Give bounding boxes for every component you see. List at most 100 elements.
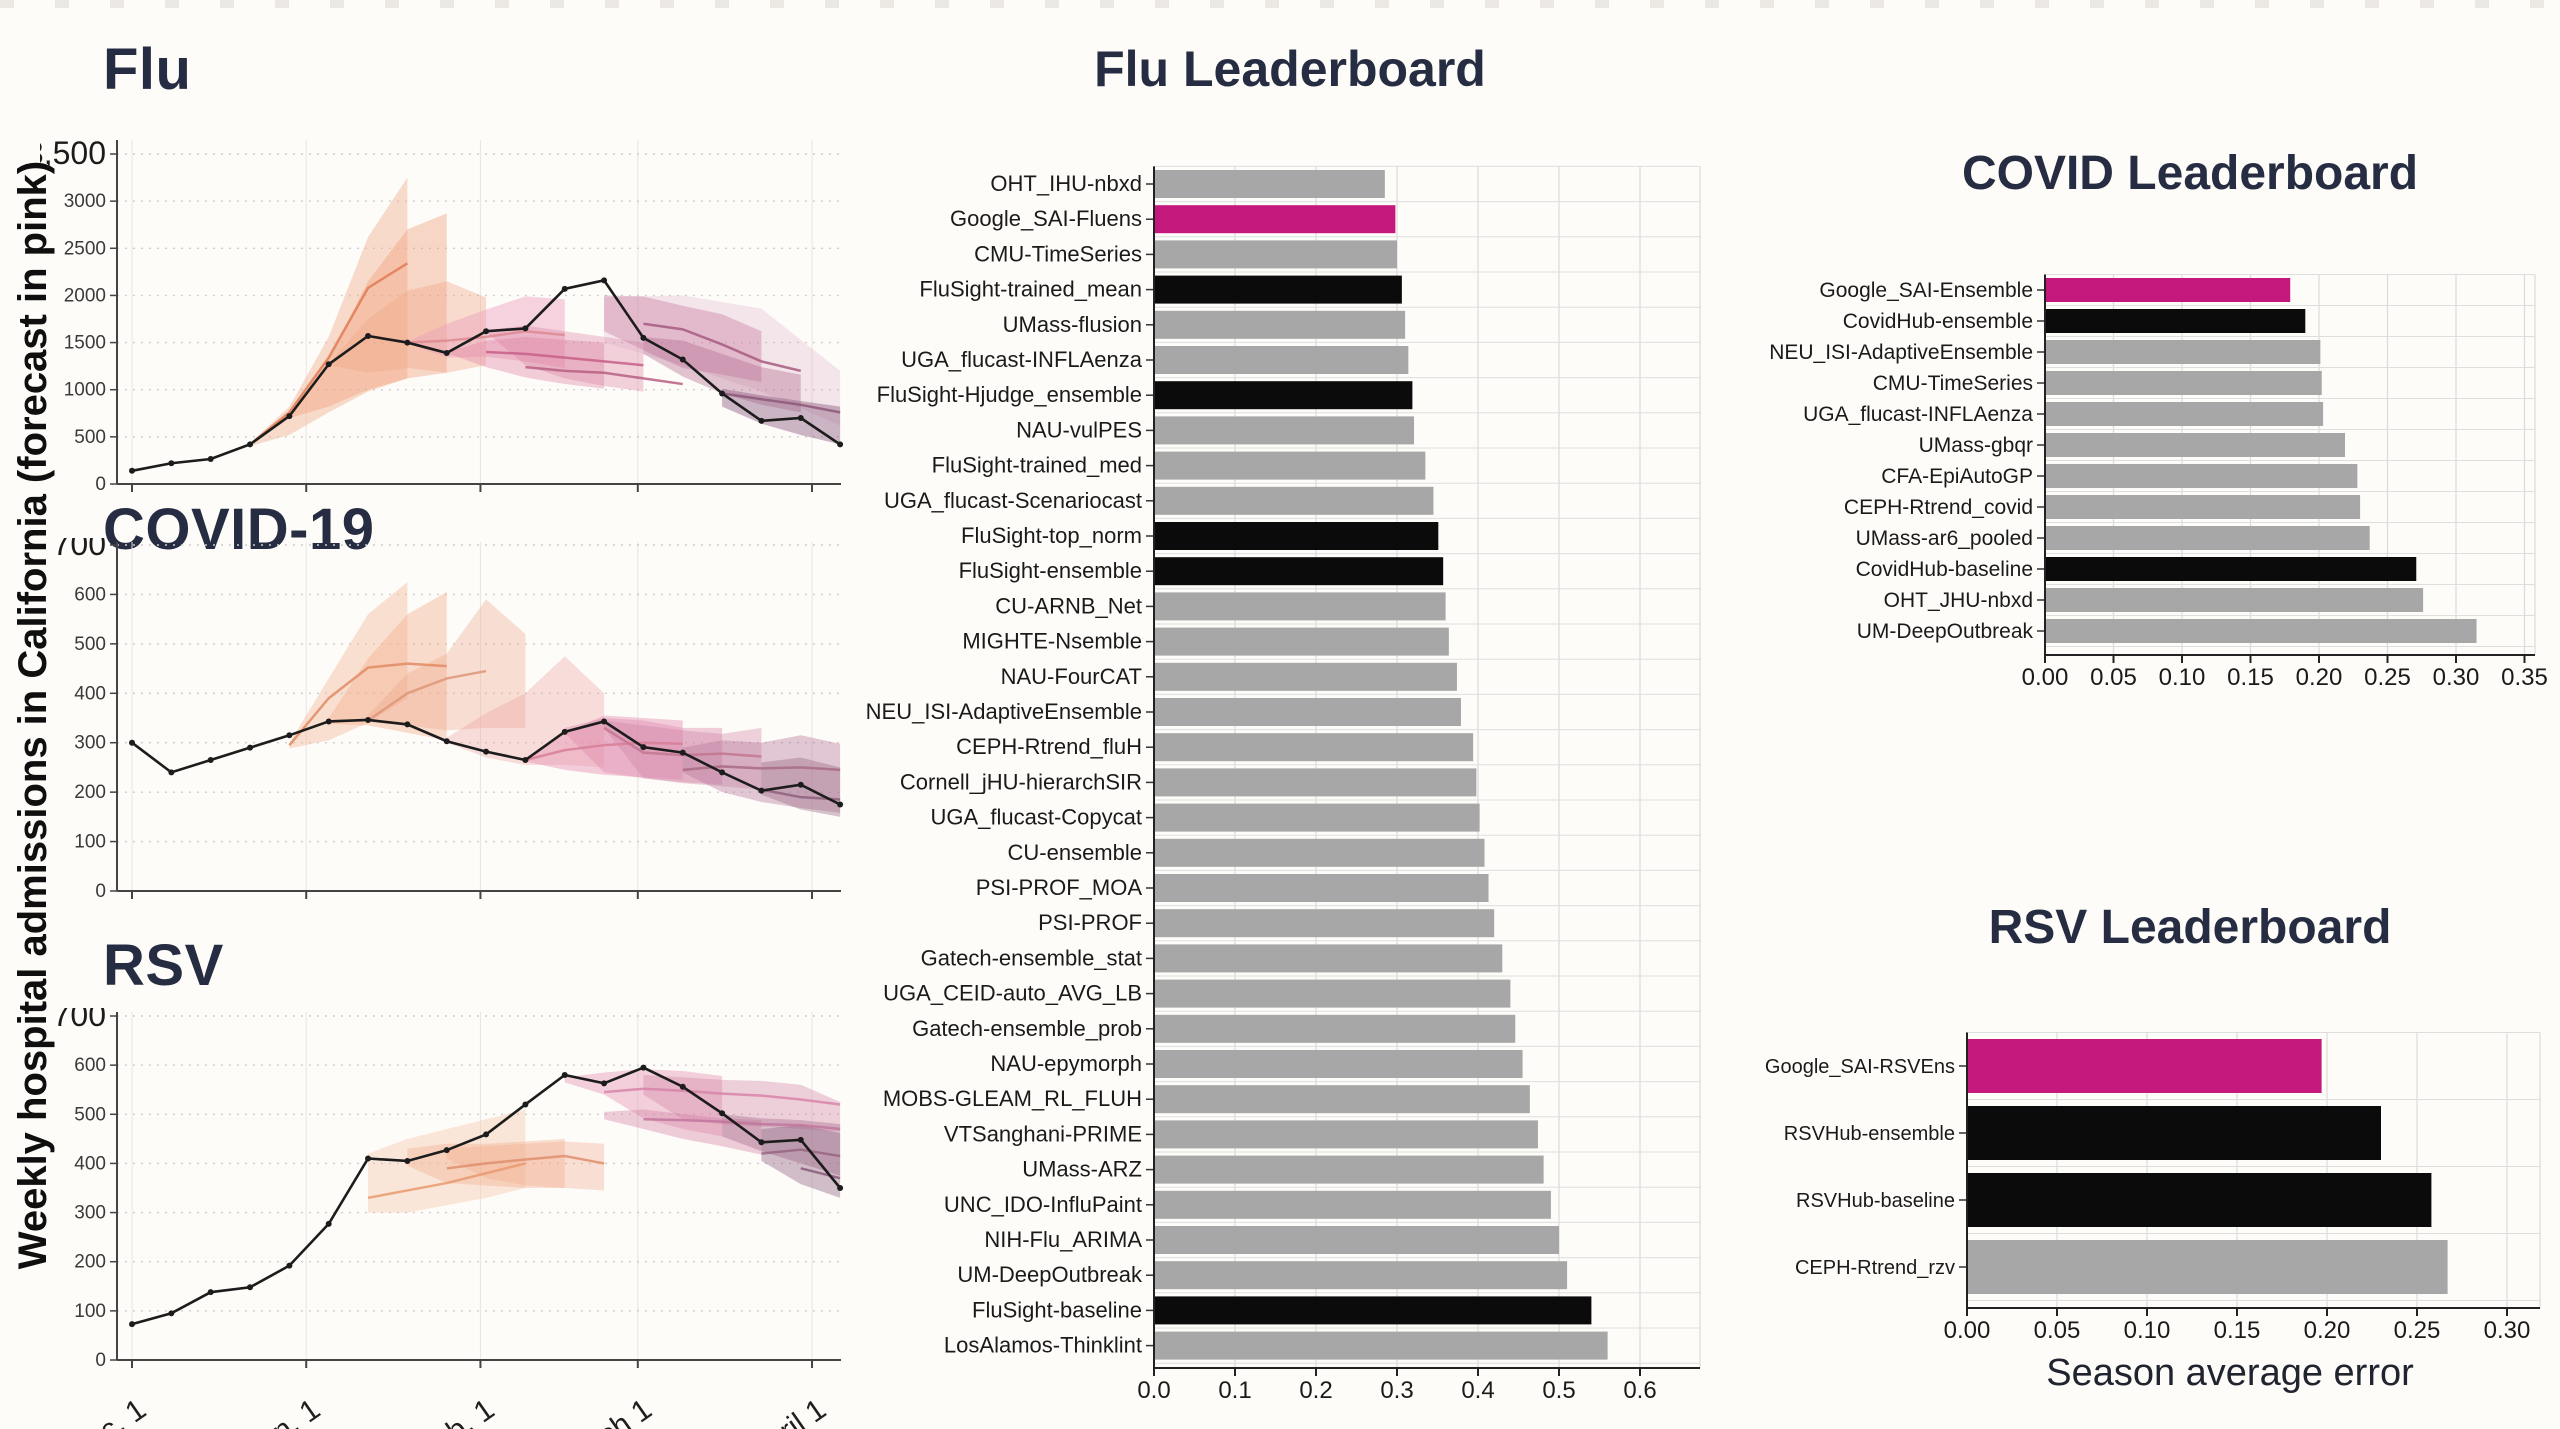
forecast-median-line — [761, 1148, 841, 1158]
y-tick-label: 500 — [74, 1104, 106, 1125]
observed-point — [325, 1220, 332, 1227]
observed-point — [365, 716, 372, 723]
model-label: UMass-flusion — [1003, 312, 1142, 337]
model-label: RSVHub-baseline — [1796, 1190, 1955, 1212]
forecast-median-line — [643, 1117, 841, 1131]
forecast-median-line — [682, 765, 841, 772]
forecast-median-line — [486, 350, 644, 367]
forecast-band — [289, 582, 408, 749]
forecast-band — [722, 388, 841, 445]
x-tick-label: 0.20 — [2296, 664, 2343, 691]
forecast-band — [250, 177, 408, 447]
model-label: CFA-EpiAutoGP — [1881, 465, 2033, 488]
forecast-median-line — [407, 329, 565, 344]
observed-point — [837, 441, 844, 448]
model-label: PSI-PROF_MOA — [976, 875, 1143, 900]
forecast-median-line — [721, 392, 841, 414]
model-label: NEU_ISI-AdaptiveEnsemble — [866, 699, 1142, 724]
rsv-timeseries-chart: 700 600 500 400 300 200 100 0 Dec. 1 Jan. 1 Feb. 1… — [53, 1008, 844, 1429]
observed-point — [129, 467, 135, 474]
forecast-median-line — [603, 1087, 841, 1106]
forecast-band — [328, 281, 487, 373]
observed-point — [207, 456, 214, 463]
observed-point — [247, 441, 254, 448]
leaderboard-bar — [1967, 1240, 2448, 1294]
x-tick-label: 0.5 — [1542, 1377, 1575, 1404]
leaderboard-bar — [1154, 275, 1402, 304]
observed-point — [404, 1157, 411, 1164]
forecast-median-line — [367, 669, 487, 722]
model-label: UMass-gbqr — [1919, 434, 2033, 457]
model-label: MOBS-GLEAM_RL_FLUH — [883, 1086, 1142, 1111]
x-tick-label: 0.25 — [2394, 1317, 2441, 1344]
leaderboard-bar — [1154, 1261, 1568, 1290]
model-label: UGA_CEID-auto_AVG_LB — [883, 981, 1142, 1006]
x-tick-label: 0.00 — [2022, 664, 2069, 691]
forecast-band — [643, 1074, 841, 1132]
x-tick-label: 0.0 — [1137, 1377, 1170, 1404]
forecast-band — [643, 336, 801, 413]
model-label: UMass-ar6_pooled — [1856, 527, 2033, 550]
leaderboard-bar — [1154, 1155, 1544, 1184]
x-tick-label: 0.15 — [2214, 1317, 2261, 1344]
leaderboard-bar — [1154, 522, 1439, 550]
y-tick-label: 600 — [74, 584, 106, 605]
observed-point — [679, 749, 686, 756]
model-label: NEU_ISI-AdaptiveEnsemble — [1769, 341, 2033, 364]
leaderboard-bar — [1154, 346, 1409, 374]
leaderboard-bar — [2045, 340, 2321, 364]
model-label: CovidHub-ensemble — [1843, 310, 2033, 333]
observed-point — [758, 787, 765, 794]
leaderboard-bar — [1154, 486, 1434, 515]
x-tick-label: March 1 — [550, 1393, 658, 1429]
model-label: CEPH-Rtrend_fluH — [956, 734, 1142, 759]
observed-point — [286, 1262, 293, 1269]
leaderboard-bar — [1154, 310, 1406, 339]
leaderboard-bar — [1967, 1173, 2432, 1227]
y-tick-label: 0 — [95, 881, 106, 902]
forecast-median-line — [525, 741, 683, 762]
x-tick-label: 0.25 — [2364, 664, 2411, 691]
leaderboard-bar — [2045, 309, 2306, 333]
observed-point — [679, 1083, 686, 1090]
model-label: FluSight-trained_med — [932, 453, 1142, 478]
y-tick-label: 0 — [95, 1350, 106, 1371]
model-label: RSVHub-ensemble — [1784, 1123, 1955, 1145]
forecast-band — [761, 1125, 841, 1198]
model-label: VTSanghani-PRIME — [944, 1121, 1142, 1146]
observed-point — [719, 1110, 726, 1117]
x-tick-label: 0.35 — [2501, 664, 2548, 691]
model-label: NAU-epymorph — [990, 1051, 1142, 1076]
model-label: UGA_flucast-Scenariocast — [884, 488, 1142, 513]
model-label: UNC_IDO-InfluPaint — [944, 1192, 1142, 1217]
observed-point — [561, 1071, 568, 1078]
observed-point — [365, 1155, 372, 1162]
leaderboard-bar — [2045, 433, 2346, 457]
x-tick-label: 0.10 — [2124, 1317, 2171, 1344]
observed-point — [797, 415, 804, 421]
x-tick-label: 0.05 — [2090, 664, 2137, 691]
observed-point — [797, 781, 804, 788]
x-tick-label: 0.3 — [1380, 1377, 1413, 1404]
y-tick-label: 500 — [74, 634, 106, 655]
leaderboard-bar — [1154, 416, 1415, 445]
model-label: CEPH-Rtrend_rzv — [1795, 1257, 1955, 1279]
model-label: FluSight-Hjudge_ensemble — [877, 382, 1142, 407]
y-tick-label: 2000 — [64, 285, 106, 306]
model-label: MIGHTE-Nsemble — [962, 629, 1142, 654]
observed-point — [797, 1136, 804, 1143]
observed-point — [404, 721, 411, 728]
model-label: UMass-ARZ — [1022, 1157, 1142, 1182]
y-tick-label: 500 — [74, 427, 106, 448]
observed-point — [129, 1321, 135, 1328]
flu-panel-title: Flu — [103, 37, 192, 102]
forecast-median-line — [249, 262, 409, 446]
model-label: UGA_flucast-INFLAenza — [1803, 403, 2033, 426]
leaderboard-bar — [2045, 278, 2291, 302]
observed-point — [522, 1101, 529, 1108]
observed-point — [640, 334, 647, 341]
model-label: FluSight-ensemble — [959, 558, 1142, 583]
model-label: OHT_JHU-nbxd — [1884, 589, 2033, 612]
observed-point — [325, 361, 332, 368]
